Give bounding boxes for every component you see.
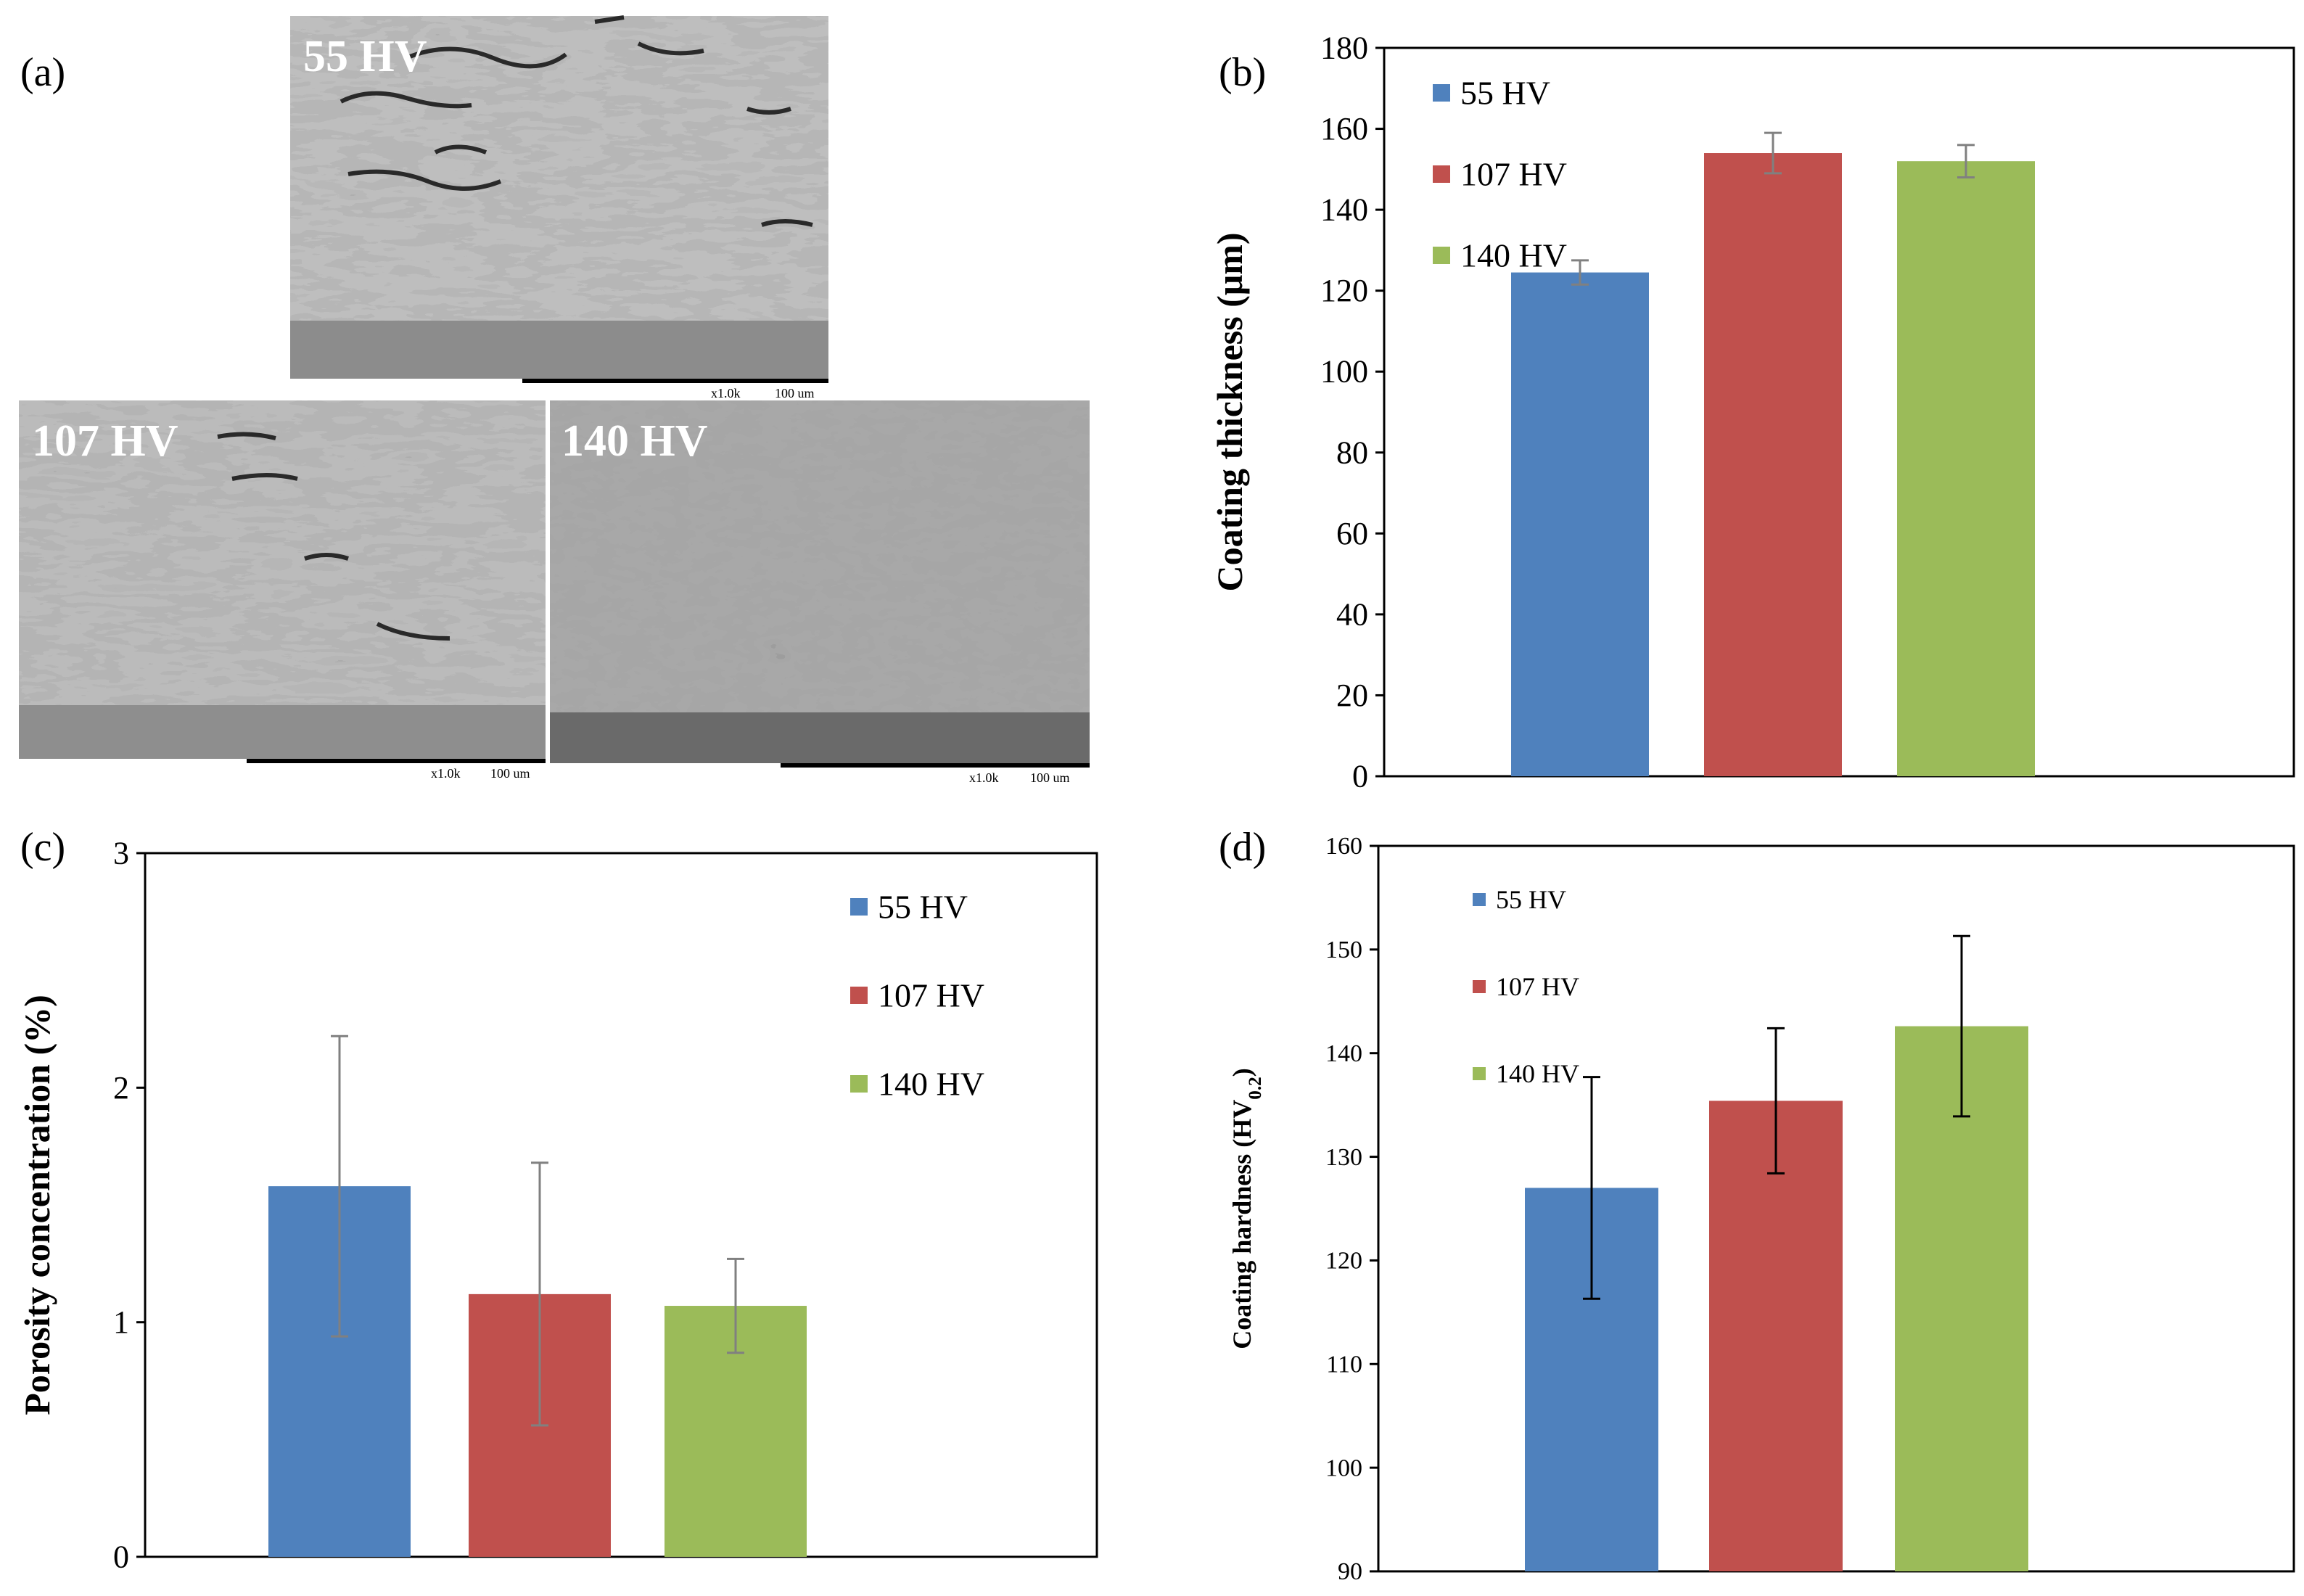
panel-label-c: (c) <box>20 825 65 870</box>
scale-length: 100 um <box>490 766 530 781</box>
y-tick-label: 90 <box>1338 1558 1362 1585</box>
y-tick-label: 180 <box>1320 30 1368 66</box>
micrograph-55hv: 55 HV x1.0k 100 um <box>290 15 828 400</box>
y-tick-label: 120 <box>1325 1248 1362 1275</box>
y-tick-label: 40 <box>1336 596 1368 632</box>
y-tick-label: 150 <box>1325 937 1362 963</box>
bar <box>1709 1101 1843 1571</box>
panel-a: (a) 55 HV x1.0k 100 um <box>19 15 1090 785</box>
y-tick-label: 20 <box>1336 678 1368 713</box>
y-axis-label: Porosity concentration (%) <box>17 995 57 1415</box>
legend-swatch <box>1473 980 1486 993</box>
y-axis-label: Coating hardness (HV0.2) <box>1227 1068 1265 1349</box>
legend-label: 140 HV <box>878 1066 984 1103</box>
plot-area <box>144 852 1098 1558</box>
scale-length: 100 um <box>1030 770 1070 785</box>
y-tick-label: 0 <box>113 1539 129 1575</box>
chart-porosity: (c) 0 1 2 3 55 HV 107 HV 140 HV Porosity concen… <box>17 825 1098 1575</box>
legend-swatch <box>1433 165 1450 183</box>
y-tick-label: 140 <box>1325 1040 1362 1067</box>
micrograph-140hv: 140 HV x1.0k 100 um <box>550 400 1090 785</box>
scale-magnification: x1.0k <box>969 770 999 785</box>
y-tick-label: 130 <box>1325 1144 1362 1171</box>
y-tick-label: 120 <box>1320 273 1368 308</box>
bar <box>1704 153 1842 776</box>
scale-magnification: x1.0k <box>711 386 741 400</box>
legend-label: 107 HV <box>1496 972 1579 1001</box>
bar <box>1511 272 1649 777</box>
y-tick-label: 60 <box>1336 516 1368 551</box>
legend-swatch <box>850 1075 868 1093</box>
y-tick-label: 80 <box>1336 435 1368 470</box>
chart-coating-thickness: (b) 0 20 40 60 80 100 120 140 160 180 55 HV 107 HV 1… <box>1209 30 2295 794</box>
y-tick-label: 140 <box>1320 192 1368 228</box>
panel-label-b: (b) <box>1219 50 1266 95</box>
legend-swatch <box>1473 893 1486 906</box>
y-tick-label: 160 <box>1320 111 1368 147</box>
legend-label: 55 HV <box>1496 885 1566 914</box>
micrograph-caption: 55 HV <box>303 32 427 81</box>
y-tick-label: 3 <box>113 836 129 871</box>
y-tick-label: 1 <box>113 1304 129 1340</box>
y-tick-label: 2 <box>113 1070 129 1106</box>
legend-label: 107 HV <box>878 977 984 1014</box>
chart-coating-hardness: (d) 90 100 110 120 130 140 150 160 55 HV 107 HV 14… <box>1219 825 2295 1585</box>
y-axis-label: Coating thickness (μm) <box>1209 232 1250 591</box>
legend-label: 107 HV <box>1460 156 1567 193</box>
y-tick-label: 100 <box>1325 1455 1362 1481</box>
legend-swatch <box>1433 84 1450 102</box>
scale-magnification: x1.0k <box>431 766 461 781</box>
panel-label-d: (d) <box>1219 825 1266 870</box>
legend-label: 140 HV <box>1460 237 1567 274</box>
micrograph-caption: 140 HV <box>561 416 708 466</box>
panel-label-a: (a) <box>20 50 65 95</box>
y-tick-label: 160 <box>1325 833 1362 860</box>
legend-label: 140 HV <box>1496 1059 1579 1088</box>
y-tick-label: 0 <box>1352 759 1368 794</box>
y-tick-label: 100 <box>1320 354 1368 390</box>
micrograph-caption: 107 HV <box>32 416 178 466</box>
bar <box>1897 161 2035 776</box>
legend-label: 55 HV <box>878 889 968 926</box>
legend-swatch <box>1433 247 1450 264</box>
legend-swatch <box>850 898 868 916</box>
legend-label: 55 HV <box>1460 75 1550 112</box>
y-tick-label: 110 <box>1326 1352 1362 1378</box>
legend-swatch <box>1473 1067 1486 1080</box>
micrograph-107hv: 107 HV x1.0k 100 um <box>19 400 546 781</box>
scale-length: 100 um <box>775 386 815 400</box>
legend-swatch <box>850 987 868 1004</box>
